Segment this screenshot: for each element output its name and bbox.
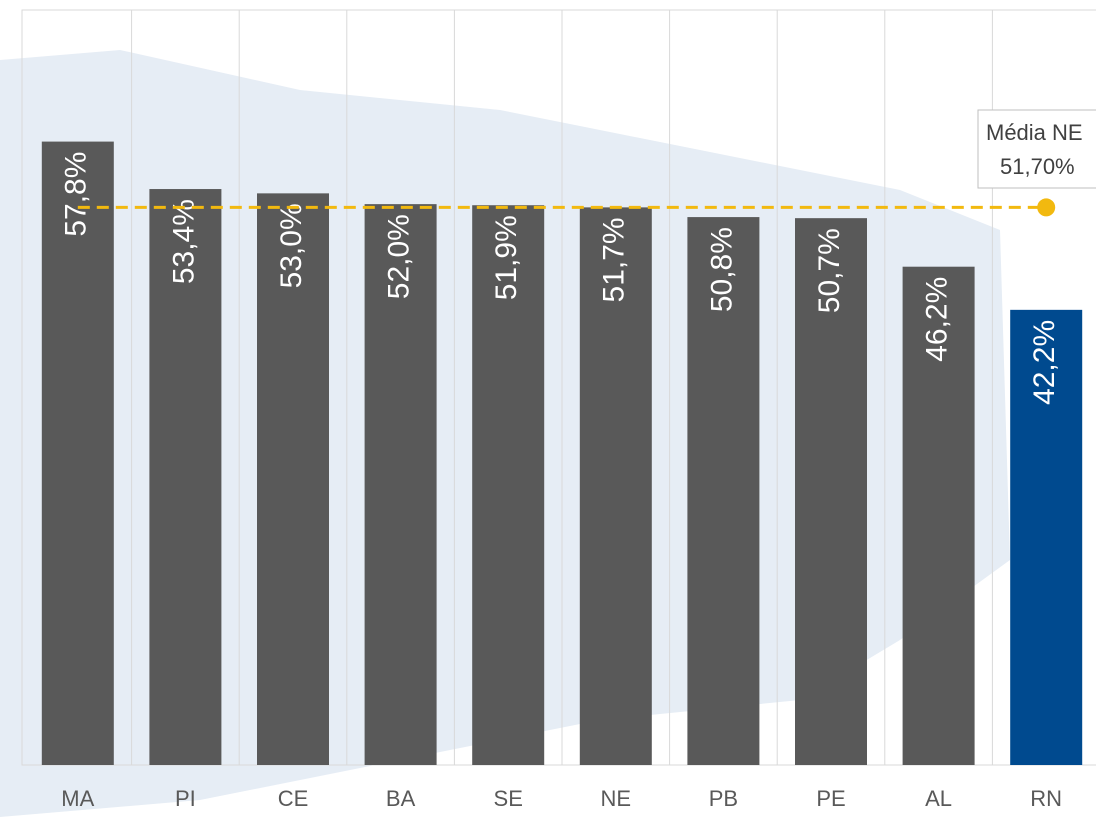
x-tick-label: PE — [816, 786, 845, 811]
bar — [149, 189, 222, 766]
x-tick-label: BA — [386, 786, 416, 811]
plot-area — [21, 9, 1096, 766]
x-tick-label: CE — [278, 786, 309, 811]
bar — [257, 193, 329, 765]
bar — [364, 204, 437, 766]
data-label: 51,9% — [490, 215, 523, 300]
data-label: 46,2% — [921, 277, 954, 362]
bar — [41, 141, 114, 766]
x-tick-label: PB — [709, 786, 738, 811]
data-label: 53,0% — [275, 203, 308, 288]
x-tick-label: PI — [175, 786, 196, 811]
annotation-title: Média NE — [986, 120, 1083, 145]
bar — [579, 207, 652, 766]
bar — [687, 217, 760, 766]
data-label: 42,2% — [1028, 320, 1061, 405]
data-label: 53,4% — [167, 199, 200, 284]
x-tick-label: MA — [61, 786, 94, 811]
data-label: 50,7% — [813, 228, 846, 313]
bar — [472, 205, 545, 765]
x-tick-label: AL — [925, 786, 952, 811]
bar — [902, 266, 975, 765]
reference-dot — [1037, 198, 1056, 217]
data-label: 51,7% — [598, 217, 631, 302]
bar — [1010, 309, 1083, 765]
x-tick-label: SE — [494, 786, 523, 811]
x-tick-label: RN — [1030, 786, 1062, 811]
data-label: 57,8% — [60, 152, 93, 237]
data-label: 52,0% — [383, 214, 416, 299]
bar — [795, 218, 867, 765]
data-label: 50,8% — [705, 227, 738, 312]
annotation-box — [977, 109, 1096, 189]
annotation-value: 51,70% — [1000, 154, 1075, 179]
x-tick-label: NE — [601, 786, 632, 811]
